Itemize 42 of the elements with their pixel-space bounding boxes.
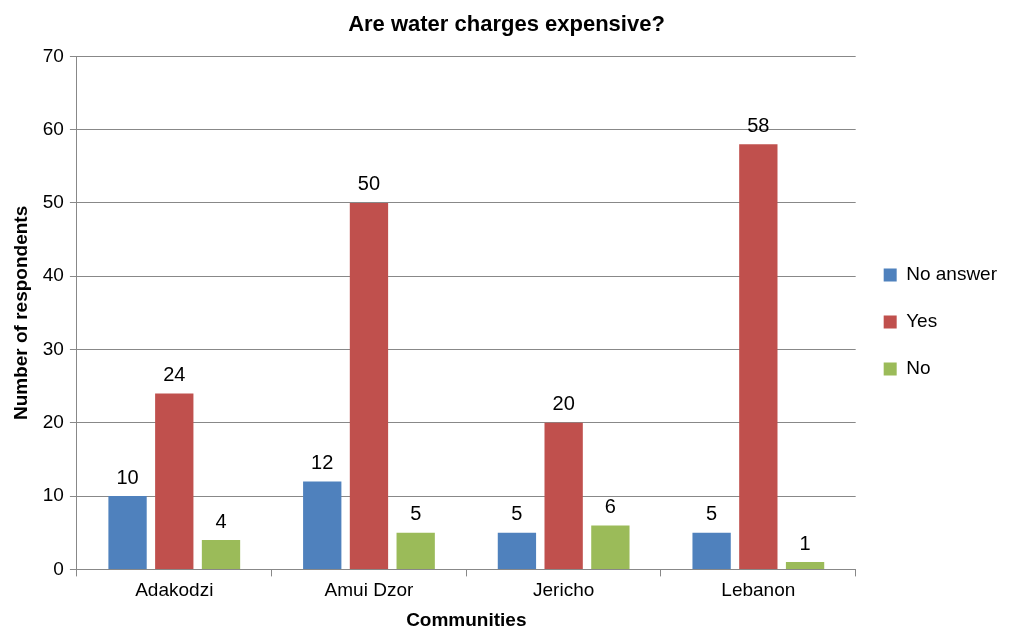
data-label: 58 bbox=[747, 113, 770, 136]
data-label: 1 bbox=[799, 531, 811, 554]
bar bbox=[591, 525, 630, 569]
x-tick-label: Adakodzi bbox=[135, 579, 214, 601]
legend-label: No answer bbox=[906, 263, 998, 285]
data-label: 24 bbox=[163, 363, 186, 386]
bar bbox=[155, 393, 194, 569]
y-tick-label: 70 bbox=[42, 44, 64, 66]
bar bbox=[201, 540, 241, 569]
bar bbox=[108, 496, 147, 569]
y-tick-label: 60 bbox=[42, 117, 64, 139]
bar bbox=[303, 481, 342, 569]
data-label: 5 bbox=[410, 502, 422, 525]
y-tick-label: 20 bbox=[42, 411, 64, 433]
x-tick-label: Amui Dzor bbox=[324, 579, 414, 601]
x-tick-label: Lebanon bbox=[721, 579, 796, 601]
data-label: 50 bbox=[357, 172, 381, 195]
legend-label: No bbox=[906, 357, 931, 379]
data-label: 20 bbox=[552, 392, 575, 415]
y-tick-label: 30 bbox=[42, 337, 64, 359]
bar bbox=[349, 202, 389, 569]
bar bbox=[739, 144, 778, 569]
chart-title: Are water charges expensive? bbox=[348, 11, 665, 37]
bar bbox=[497, 532, 537, 569]
x-axis-title: Communities bbox=[406, 608, 527, 630]
y-tick-label: 50 bbox=[42, 191, 64, 213]
legend-label: Yes bbox=[906, 310, 938, 332]
data-label: 5 bbox=[511, 502, 523, 525]
bar bbox=[692, 532, 731, 569]
bar bbox=[785, 562, 825, 569]
bar bbox=[396, 532, 435, 569]
y-tick-label: 40 bbox=[42, 264, 64, 286]
x-tick-label: Jericho bbox=[533, 579, 595, 601]
data-label: 4 bbox=[215, 509, 227, 532]
y-axis-title: Number of respondents bbox=[9, 205, 31, 421]
y-tick-label: 10 bbox=[42, 484, 64, 506]
data-label: 12 bbox=[311, 450, 334, 473]
data-label: 6 bbox=[604, 494, 616, 517]
data-label: 10 bbox=[116, 465, 139, 488]
y-tick-label: 0 bbox=[53, 557, 64, 579]
data-label: 5 bbox=[706, 502, 718, 525]
bar bbox=[544, 422, 583, 569]
